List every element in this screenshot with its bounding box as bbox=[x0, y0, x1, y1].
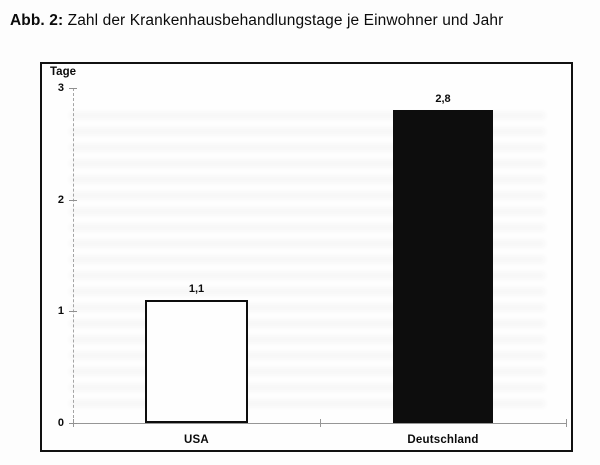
y-tick-label: 2 bbox=[57, 193, 64, 206]
y-tick-label: 1 bbox=[57, 305, 64, 318]
x-tick-mark bbox=[319, 419, 321, 427]
y-tick-mark bbox=[69, 311, 77, 313]
figure-caption: Abb. 2: Zahl der Krankenhausbehandlungst… bbox=[10, 12, 595, 30]
y-tick-mark bbox=[69, 199, 77, 201]
category-label-deutschland: Deutschland bbox=[407, 434, 479, 446]
figure-caption-number: Abb. 2: bbox=[10, 12, 64, 29]
x-tick-mark bbox=[73, 419, 74, 427]
chart-frame: Tage 0 1 2 3 1,1 2,8 USA Deutschland bbox=[40, 62, 573, 452]
category-label-usa: USA bbox=[184, 434, 209, 446]
y-axis-title: Tage bbox=[50, 66, 76, 78]
bar-value-label-deutschland: 2,8 bbox=[435, 93, 451, 106]
y-tick-mark bbox=[69, 88, 77, 89]
figure-caption-text: Zahl der Krankenhausbehandlungstage je E… bbox=[63, 12, 504, 29]
x-tick-mark bbox=[566, 419, 567, 427]
y-tick-label: 0 bbox=[57, 417, 64, 429]
bar-value-label-usa: 1,1 bbox=[188, 283, 205, 296]
y-axis-line bbox=[73, 88, 74, 423]
y-tick-label: 3 bbox=[57, 82, 64, 94]
bar-deutschland bbox=[393, 110, 493, 423]
bar-usa bbox=[145, 300, 248, 423]
